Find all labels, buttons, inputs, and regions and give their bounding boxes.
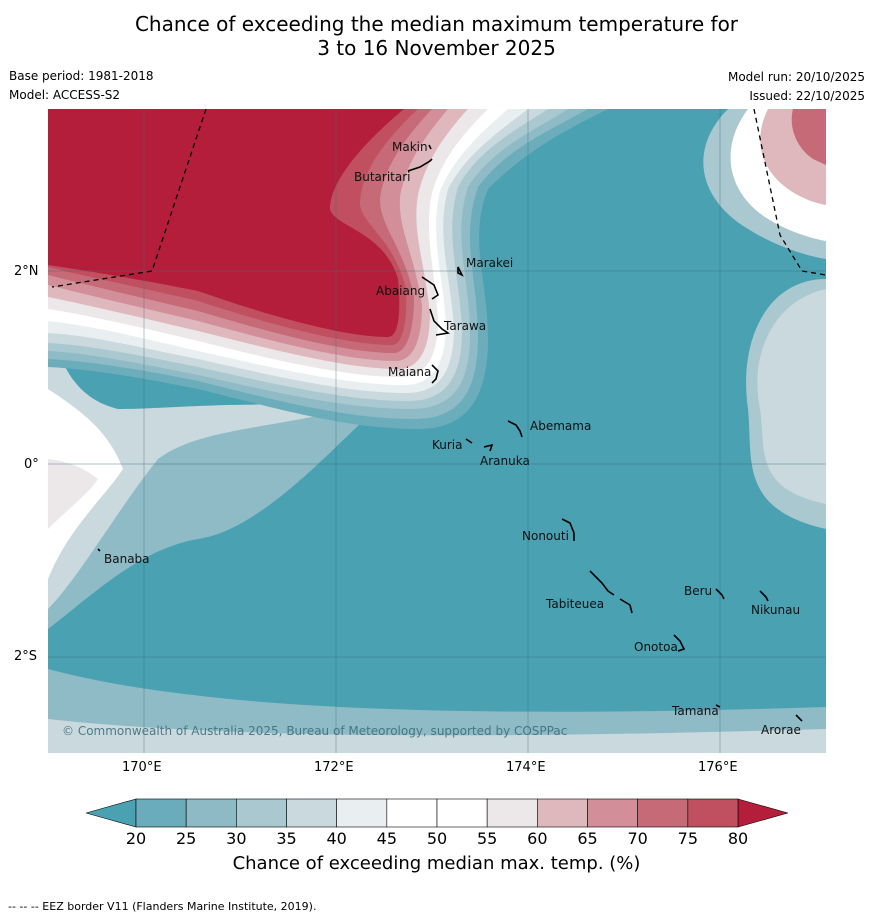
tabiteuea-island bbox=[589, 570, 633, 614]
label-butaritari: Butaritari bbox=[354, 170, 411, 184]
colorbar-tick-label: 80 bbox=[727, 829, 749, 848]
label-beru: Beru bbox=[684, 584, 712, 598]
colorbar-box bbox=[637, 798, 689, 828]
colorbar-box bbox=[386, 798, 438, 828]
model-run: Model run: 20/10/2025 bbox=[727, 70, 865, 84]
colorbar-box bbox=[486, 798, 538, 828]
band-above-80 bbox=[48, 109, 404, 337]
abemama-island bbox=[507, 420, 523, 438]
colorbar-box bbox=[185, 798, 237, 828]
colorbar-box bbox=[336, 798, 388, 828]
colorbar-label: Chance of exceeding median max. temp. (%… bbox=[232, 853, 641, 874]
issued-date: Issued: 22/10/2025 bbox=[749, 89, 865, 103]
colorbar-box bbox=[687, 798, 739, 828]
aranuka-island bbox=[483, 443, 494, 452]
label-aranuka: Aranuka bbox=[480, 454, 530, 468]
lon-label-172e: 172°E bbox=[314, 760, 354, 775]
nikunau-island bbox=[759, 590, 769, 602]
label-tamana: Tamana bbox=[671, 704, 719, 718]
lon-label-176e: 176°E bbox=[698, 760, 738, 775]
islands bbox=[97, 144, 803, 722]
label-arorae: Arorae bbox=[761, 723, 801, 737]
maiana-island bbox=[431, 364, 439, 384]
label-nonouti: Nonouti bbox=[522, 529, 569, 543]
colorbar-tick-label: 35 bbox=[276, 829, 297, 848]
marakei-island bbox=[457, 266, 464, 277]
place-labels: Makin Butaritari Marakei Abaiang Tarawa … bbox=[104, 140, 801, 737]
colorbar-box bbox=[587, 798, 638, 828]
colorbar-box bbox=[135, 798, 187, 828]
title-line-1: Chance of exceeding the median maximum t… bbox=[134, 12, 739, 36]
colorbar-tick-label: 45 bbox=[376, 829, 397, 848]
nonouti-island bbox=[561, 518, 575, 541]
lon-label-170e: 170°E bbox=[122, 760, 162, 775]
label-abemama: Abemama bbox=[530, 419, 591, 433]
label-nikunau: Nikunau bbox=[751, 603, 800, 617]
eez-footnote: -- -- -- EEZ border V11 (Flanders Marine… bbox=[8, 900, 317, 913]
eez-west bbox=[51, 109, 207, 288]
title-line-2: 3 to 16 November 2025 bbox=[317, 36, 556, 60]
colorbar-tick-label: 75 bbox=[677, 829, 698, 848]
colorbar-tick-label: 25 bbox=[175, 829, 197, 848]
colorbar-boxes bbox=[135, 798, 739, 828]
band-east-pale bbox=[757, 289, 826, 504]
colorbar-box bbox=[537, 798, 588, 828]
onotoa-island bbox=[673, 634, 686, 652]
colorbar-tick-label: 65 bbox=[577, 829, 598, 848]
colorbar-graphic bbox=[84, 798, 790, 828]
lat-label-0: 0° bbox=[24, 457, 39, 472]
label-maiana: Maiana bbox=[388, 365, 431, 379]
graticule bbox=[48, 109, 826, 753]
colorbar-tick-label: 40 bbox=[326, 829, 347, 848]
colorbar-tick-label: 50 bbox=[426, 829, 448, 848]
makin-island bbox=[428, 144, 432, 150]
label-marakei: Marakei bbox=[466, 256, 513, 270]
lon-label-174e: 174°E bbox=[506, 760, 546, 775]
colorbar-tick-label: 55 bbox=[476, 829, 498, 848]
lat-label-2n: 2°N bbox=[14, 264, 39, 279]
label-makin: Makin bbox=[392, 140, 428, 154]
label-tabiteuea: Tabiteuea bbox=[545, 597, 604, 611]
lat-label-2s: 2°S bbox=[14, 649, 38, 664]
abaiang-island bbox=[421, 276, 439, 300]
probability-map: Makin Butaritari Marakei Abaiang Tarawa … bbox=[48, 109, 826, 753]
kuria-island bbox=[465, 438, 473, 444]
arorae-island bbox=[795, 714, 803, 722]
colorbar-tick-label: 20 bbox=[125, 829, 147, 848]
copyright-notice: © Commonwealth of Australia 2025, Bureau… bbox=[62, 724, 568, 738]
colorbar-high-arrow bbox=[737, 798, 790, 828]
map-panel: Makin Butaritari Marakei Abaiang Tarawa … bbox=[48, 109, 826, 753]
band-south-light bbox=[48, 669, 826, 753]
band-ne-red bbox=[791, 109, 826, 165]
label-kuria: Kuria bbox=[432, 438, 463, 452]
model-name: Model: ACCESS-S2 bbox=[9, 88, 121, 102]
colorbar-box bbox=[236, 798, 287, 828]
tamana-island bbox=[715, 704, 721, 708]
eez-border bbox=[51, 109, 826, 288]
band-south-pale bbox=[48, 719, 826, 753]
band-west-pinkpale bbox=[48, 459, 98, 529]
label-onotoa: Onotoa bbox=[634, 640, 678, 654]
beru-island bbox=[715, 588, 725, 600]
banaba-island bbox=[97, 548, 101, 552]
tarawa-island bbox=[429, 308, 451, 336]
colorbar-tick-label: 70 bbox=[627, 829, 648, 848]
label-tarawa: Tarawa bbox=[443, 319, 486, 333]
label-banaba: Banaba bbox=[104, 552, 150, 566]
label-abaiang: Abaiang bbox=[376, 284, 425, 298]
butaritari-island bbox=[407, 158, 433, 172]
colorbar bbox=[84, 798, 790, 828]
colorbar-box bbox=[436, 798, 488, 828]
base-period: Base period: 1981-2018 bbox=[9, 69, 154, 83]
eez-east bbox=[753, 109, 826, 276]
colorbar-tick-label: 60 bbox=[527, 829, 548, 848]
colorbar-box bbox=[286, 798, 337, 828]
band-west-light bbox=[48, 309, 378, 629]
colorbar-tick-label: 30 bbox=[226, 829, 247, 848]
colorbar-low-arrow bbox=[84, 798, 137, 828]
